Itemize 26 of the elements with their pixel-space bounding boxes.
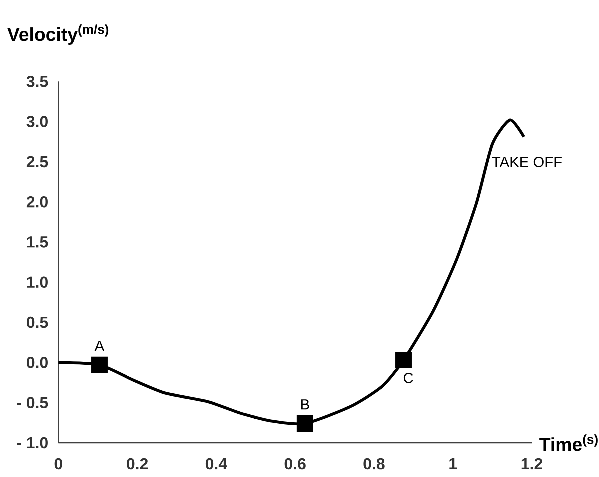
y-tick-label: 1.5 (27, 236, 48, 248)
x-tick-label: 0.2 (127, 458, 148, 470)
y-axis-title: Velocity$^{(m/s)}$ (8, 24, 109, 45)
y-tick-label: 0.0 (27, 357, 48, 368)
point (91, 356, 108, 374)
x-axis-title: Time$^{(s)}$ (540, 434, 598, 452)
y-tick-label: - 1.0 (17, 437, 48, 449)
x-tick-label: 0 (54, 458, 62, 470)
y-tick-label: 1.0 (27, 276, 48, 288)
y-tick-label: 0.5 (27, 316, 48, 328)
x-tick-label: 0.8 (364, 458, 385, 470)
y-tick-label: 2.0 (26, 196, 48, 208)
x-tick-label: 0.6 (284, 458, 306, 470)
y-tick-label: 3.0 (26, 116, 48, 128)
x-tick-label: 0.4 (206, 458, 228, 470)
x-tick-label: 1 (450, 458, 458, 470)
point (296, 415, 314, 432)
annotation: C (404, 373, 414, 384)
annotation: A (94, 340, 105, 352)
annotation: B (302, 400, 310, 410)
point (396, 352, 412, 369)
y-tick-label: 3.5 (26, 76, 48, 88)
y-tick-label: - 0.5 (17, 397, 48, 408)
x-tick-label: 1.2 (522, 458, 542, 470)
y-tick-label: 2.5 (26, 156, 48, 168)
annotation: TAKE OFF (492, 157, 562, 168)
